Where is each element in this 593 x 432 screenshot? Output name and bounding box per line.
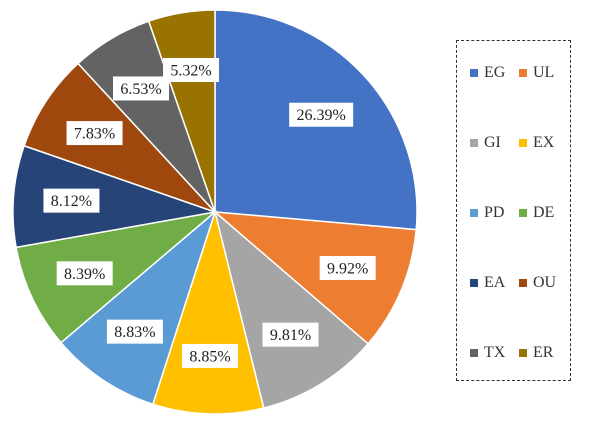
- data-label-background: [262, 322, 319, 347]
- legend-label: TX: [484, 344, 506, 361]
- data-label-tx: 6.53%: [113, 76, 170, 101]
- data-label-text: 8.39%: [64, 266, 105, 283]
- legend-item-er: ER: [519, 344, 553, 362]
- data-label-background: [289, 102, 354, 127]
- legend-label: EX: [533, 134, 555, 151]
- data-label-text: 6.53%: [120, 81, 161, 98]
- legend-swatch: [519, 69, 527, 77]
- legend-item-tx: TX: [470, 344, 505, 362]
- data-label-text: 5.32%: [170, 63, 211, 80]
- data-label-eg: 26.39%: [289, 102, 354, 127]
- legend-item-pd: PD: [470, 204, 504, 222]
- legend-label: EG: [484, 64, 506, 81]
- legend-item-ea: EA: [470, 274, 505, 292]
- legend-label: DE: [533, 204, 555, 221]
- pie-slice-ul: [212, 211, 418, 345]
- data-label-text: 8.85%: [189, 348, 230, 365]
- legend-label: EA: [484, 274, 506, 291]
- legend-item-gi: GI: [470, 134, 501, 152]
- data-label-text: 9.92%: [327, 260, 368, 277]
- data-label-background: [106, 319, 163, 344]
- data-label-pd: 8.83%: [106, 319, 163, 344]
- legend-swatch: [470, 139, 478, 147]
- data-label-text: 8.83%: [114, 324, 155, 341]
- chart-legend: EG UL GI EX PD DE EA OU TX ER: [456, 40, 571, 381]
- data-label-text: 8.12%: [51, 193, 92, 210]
- pie-slice-gi: [213, 209, 370, 409]
- legend-swatch: [519, 209, 527, 217]
- data-label-background: [163, 58, 220, 83]
- legend-item-eg: EG: [470, 64, 505, 82]
- legend-label: GI: [484, 134, 501, 151]
- data-label-background: [319, 255, 376, 280]
- legend-swatch: [470, 279, 478, 287]
- data-label-background: [56, 261, 113, 286]
- legend-item-ex: EX: [519, 134, 554, 152]
- pie-slices: [12, 9, 418, 415]
- data-label-de: 8.39%: [56, 261, 113, 286]
- legend-label: ER: [533, 344, 554, 361]
- pie-slice-pd: [59, 209, 217, 406]
- data-label-background: [43, 188, 100, 213]
- legend-swatch: [470, 349, 478, 357]
- data-label-background: [66, 121, 123, 146]
- data-label-gi: 9.81%: [262, 322, 319, 347]
- data-label-text: 26.39%: [297, 107, 346, 124]
- legend-label: PD: [484, 204, 505, 221]
- data-label-ex: 8.85%: [182, 343, 239, 368]
- data-label-text: 7.83%: [74, 126, 115, 143]
- pie-slice-de: [15, 210, 218, 344]
- legend-item-de: DE: [519, 204, 554, 222]
- legend-label: UL: [533, 64, 555, 81]
- legend-item-ou: OU: [519, 274, 556, 292]
- data-label-text: 9.81%: [270, 327, 311, 344]
- data-label-ul: 9.92%: [319, 255, 376, 280]
- data-label-background: [182, 343, 239, 368]
- pie-slice-ea: [12, 144, 218, 249]
- legend-item-ul: UL: [519, 64, 554, 82]
- data-label-ea: 8.12%: [43, 188, 100, 213]
- pie-data-labels: 26.39% 9.92% 9.81% 8.85% 8.83% 8.39% 8.12% 7.83…: [43, 58, 376, 368]
- legend-swatch: [519, 349, 527, 357]
- legend-swatch: [519, 139, 527, 147]
- data-label-er: 5.32%: [163, 58, 220, 83]
- legend-swatch: [470, 69, 478, 77]
- data-label-ou: 7.83%: [66, 121, 123, 146]
- legend-label: OU: [533, 274, 557, 291]
- legend-swatch: [470, 209, 478, 217]
- legend-swatch: [519, 279, 527, 287]
- data-label-background: [113, 76, 170, 101]
